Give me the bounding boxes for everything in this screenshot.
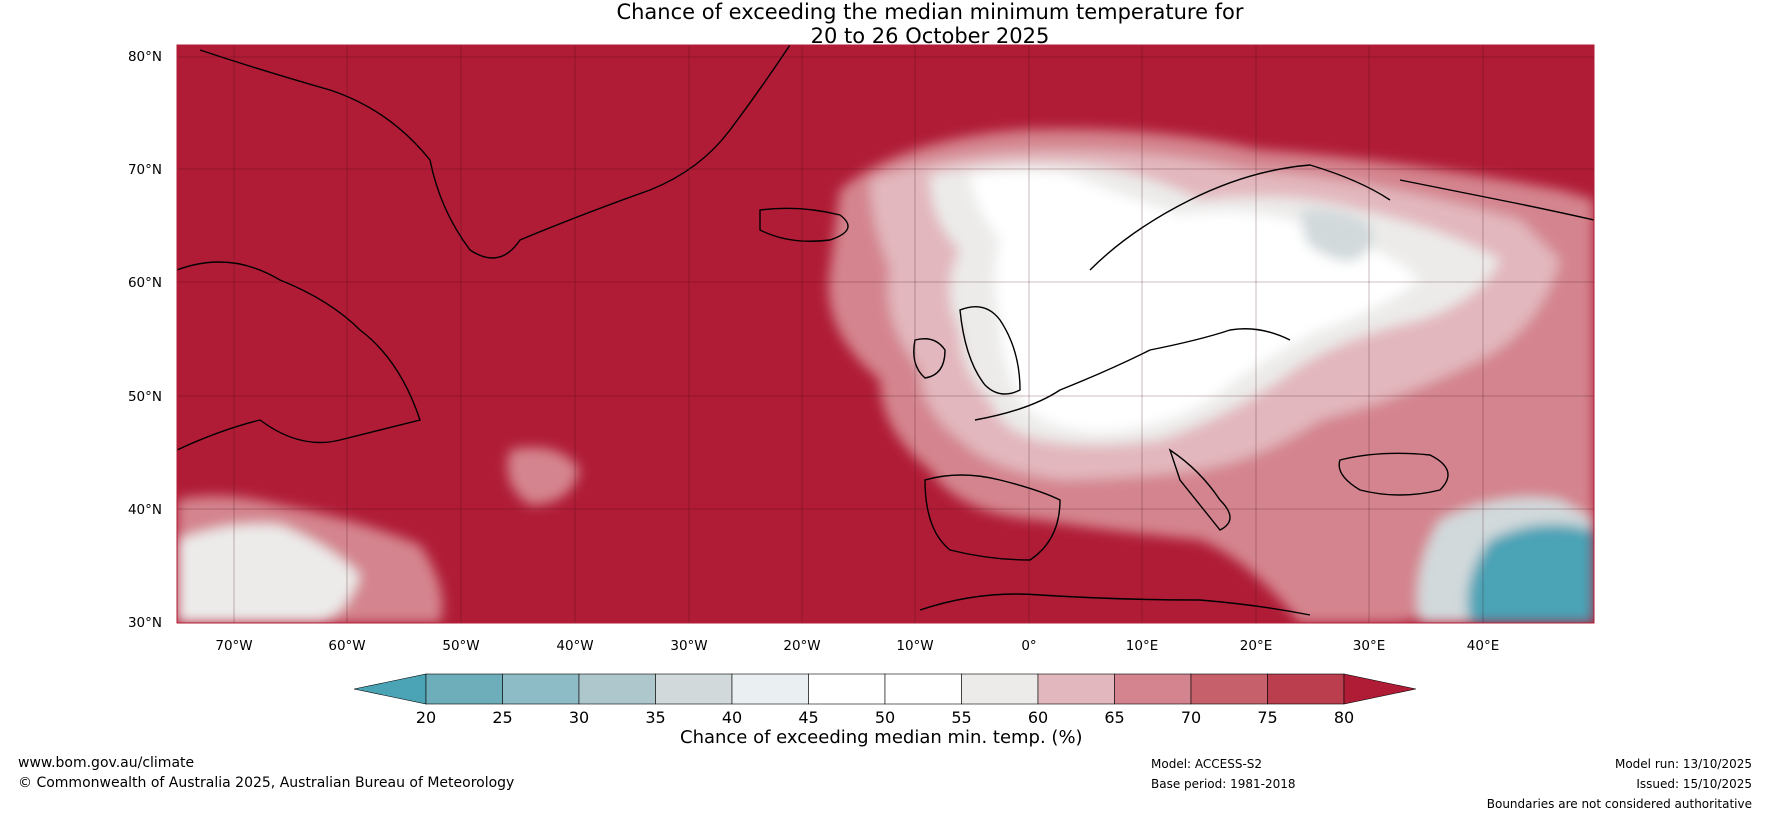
colorbar-tick-label: 65 — [1104, 708, 1124, 727]
lon-label-30w: 30°W — [670, 638, 707, 654]
graticule — [177, 45, 1594, 623]
colorbar-tick-label: 35 — [645, 708, 665, 727]
north-america-coast — [177, 261, 421, 451]
lon-label-20e: 20°E — [1240, 638, 1272, 654]
colorbar-tick-label: 70 — [1181, 708, 1201, 727]
prob-field-sw-white — [177, 524, 360, 623]
eastern-europe-coast — [1399, 179, 1594, 221]
footer-copyright: © Commonwealth of Australia 2025, Austra… — [18, 775, 515, 791]
footer-disclaimer: Boundaries are not considered authoritat… — [1486, 797, 1752, 811]
ireland-coast — [913, 338, 946, 379]
forecast-map: 80°N 70°N 60°N 50°N 40°N 30°N 70°W 60°W … — [128, 44, 1595, 654]
lat-label-50n: 50°N — [128, 389, 162, 405]
lon-label-40w: 40°W — [556, 638, 593, 654]
prob-field-cool-scand — [1300, 209, 1373, 262]
longitude-labels: 70°W 60°W 50°W 40°W 30°W 20°W 10°W 0° 10… — [215, 638, 1499, 654]
british-isles-coast — [959, 306, 1021, 395]
colorbar-segment — [502, 673, 580, 705]
footer-model-run: Model run: 13/10/2025 — [1614, 757, 1752, 771]
colorbar-segments — [353, 673, 1417, 705]
colorbar-tick-label: 50 — [875, 708, 895, 727]
colorbar-tick-label: 45 — [798, 708, 818, 727]
colorbar-ticks: 20 25 30 35 40 45 50 55 60 65 70 75 80 — [416, 708, 1354, 727]
black-sea-coast — [1338, 452, 1449, 496]
colorbar-tick-label: 25 — [492, 708, 512, 727]
colorbar-extend-low — [353, 673, 427, 705]
iberia-coast — [924, 474, 1061, 561]
colorbar-tick-label: 20 — [416, 708, 436, 727]
colorbar: 20 25 30 35 40 45 50 55 60 65 70 75 80 — [353, 673, 1417, 727]
colorbar-segment — [425, 673, 503, 705]
footer-website: www.bom.gov.au/climate — [18, 755, 195, 771]
colorbar-tick-label: 75 — [1257, 708, 1277, 727]
chart-title: Chance of exceeding the median minimum t… — [560, 0, 1300, 48]
lon-label-0: 0° — [1021, 638, 1036, 654]
colorbar-segment — [884, 673, 962, 705]
lon-label-70w: 70°W — [215, 638, 252, 654]
europe-coast — [974, 328, 1291, 421]
colorbar-segment — [1190, 673, 1268, 705]
greenland-coast — [199, 45, 791, 259]
colorbar-tick-label: 60 — [1028, 708, 1048, 727]
lon-label-40e: 40°E — [1467, 638, 1499, 654]
colorbar-segment — [731, 673, 809, 705]
colorbar-segment — [1114, 673, 1192, 705]
colorbar-tick-label: 55 — [951, 708, 971, 727]
lat-label-70n: 70°N — [128, 162, 162, 178]
footer-model: Model: ACCESS-S2 — [1151, 757, 1263, 771]
africa-coast — [919, 593, 1311, 616]
colorbar-segment — [961, 673, 1039, 705]
title-line-2: 20 to 26 October 2025 — [810, 24, 1050, 48]
colorbar-segment — [1037, 673, 1115, 705]
iceland-coast — [759, 207, 849, 242]
lon-label-50w: 50°W — [442, 638, 479, 654]
latitude-labels: 80°N 70°N 60°N 50°N 40°N 30°N — [128, 49, 162, 631]
lat-label-60n: 60°N — [128, 275, 162, 291]
colorbar-segment — [578, 673, 656, 705]
colorbar-segment — [1267, 673, 1345, 705]
lat-label-80n: 80°N — [128, 49, 162, 65]
colorbar-tick-label: 80 — [1334, 708, 1354, 727]
prob-field-mid-atl — [507, 447, 580, 505]
colorbar-extend-high — [1343, 673, 1417, 705]
footer-issued: Issued: 15/10/2025 — [1636, 777, 1752, 791]
lon-label-20w: 20°W — [783, 638, 820, 654]
lat-label-40n: 40°N — [128, 502, 162, 518]
colorbar-tick-label: 30 — [569, 708, 589, 727]
lat-label-30n: 30°N — [128, 615, 162, 631]
lon-label-60w: 60°W — [328, 638, 365, 654]
prob-field-emed-cool — [1467, 524, 1594, 623]
colorbar-tick-label: 40 — [722, 708, 742, 727]
title-line-1: Chance of exceeding the median minimum t… — [616, 0, 1244, 24]
colorbar-label: Chance of exceeding median min. temp. (%… — [680, 727, 1083, 748]
lon-label-10w: 10°W — [896, 638, 933, 654]
lon-label-30e: 30°E — [1353, 638, 1385, 654]
map-frame — [176, 44, 1595, 624]
scandinavia-coast — [1089, 164, 1391, 271]
footer-base-period: Base period: 1981-2018 — [1151, 777, 1296, 791]
lon-label-10e: 10°E — [1126, 638, 1158, 654]
probability-field — [177, 129, 1594, 623]
coastlines — [177, 45, 1594, 616]
colorbar-segment — [655, 673, 733, 705]
italy-coast — [1168, 448, 1231, 531]
colorbar-segment — [808, 673, 886, 705]
